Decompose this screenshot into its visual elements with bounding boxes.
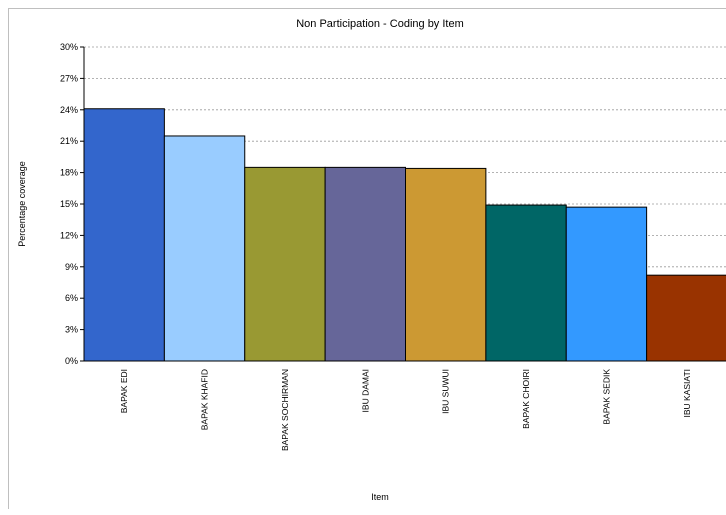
x-tick-label: BAPAK CHOIRI bbox=[521, 369, 531, 429]
x-tick-label: BAPAK SEDIK bbox=[601, 369, 611, 425]
y-tick-label: 27% bbox=[60, 73, 78, 83]
bar-bapak-sochirman bbox=[244, 166, 326, 362]
x-tick-label: BAPAK SOCHIRMAN bbox=[280, 369, 290, 451]
y-tick-label: 12% bbox=[60, 230, 78, 240]
x-tick-label: BAPAK KHAFID bbox=[200, 369, 210, 430]
chart-title: Non Participation - Coding by Item bbox=[296, 18, 464, 30]
bar-bapak-choiri bbox=[485, 204, 567, 362]
y-tick-label: 30% bbox=[60, 42, 78, 52]
bars bbox=[83, 108, 726, 362]
y-tick-label: 18% bbox=[60, 168, 78, 178]
x-tick-label: IBU KASIATI bbox=[682, 369, 692, 418]
bar-ibu-kasiati bbox=[646, 274, 726, 362]
bar-bapak-edi bbox=[83, 108, 165, 362]
y-tick-label: 9% bbox=[65, 262, 78, 272]
y-axis-ticks: 0% 3% 6% 9% 12% 15% 18% 21% 24% 27% 30% bbox=[60, 42, 84, 366]
bar-chart: Non Participation - Coding by Item 0% 3% 6… bbox=[17, 18, 726, 502]
y-tick-label: 21% bbox=[60, 136, 78, 146]
chart-frame: Non Participation - Coding by Item 0% 3% 6… bbox=[8, 8, 726, 509]
y-tick-label: 3% bbox=[65, 325, 78, 335]
x-axis-label: Item bbox=[371, 492, 389, 502]
bar-bapak-khafid bbox=[163, 135, 246, 362]
x-tick-label: IBU DAMAI bbox=[360, 369, 370, 412]
y-tick-label: 6% bbox=[65, 293, 78, 303]
bar-bapak-sedik bbox=[565, 206, 648, 362]
y-axis-label: Percentage coverage bbox=[17, 161, 27, 247]
bar-ibu-suwui bbox=[405, 167, 487, 362]
bar-ibu-damai bbox=[324, 166, 406, 362]
x-axis-ticks: BAPAK EDI BAPAK KHAFID BAPAK SOCHIRMAN IBU … bbox=[119, 369, 692, 451]
x-tick-label: IBU SUWUI bbox=[441, 369, 451, 414]
y-tick-label: 15% bbox=[60, 199, 78, 209]
y-tick-label: 24% bbox=[60, 105, 78, 115]
x-tick-label: BAPAK EDI bbox=[119, 369, 129, 413]
y-tick-label: 0% bbox=[65, 356, 78, 366]
